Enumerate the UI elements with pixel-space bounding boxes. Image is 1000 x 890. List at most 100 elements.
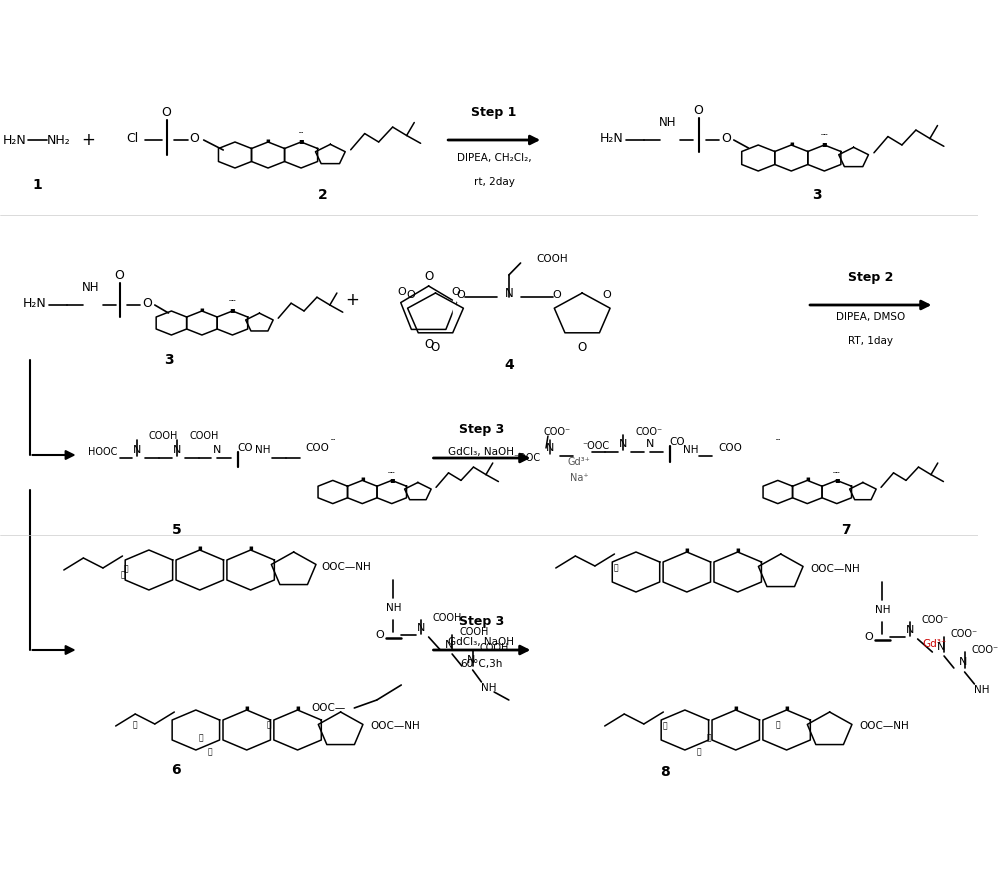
Text: ⫶: ⫶ xyxy=(123,564,128,573)
Text: ▪: ▪ xyxy=(733,705,738,711)
Text: N: N xyxy=(906,625,914,635)
Text: COO⁻: COO⁻ xyxy=(971,645,999,655)
Text: ⫶: ⫶ xyxy=(775,721,780,730)
Text: COOH: COOH xyxy=(536,254,568,264)
Text: ⫶: ⫶ xyxy=(207,748,212,756)
Text: N: N xyxy=(173,445,181,455)
Text: NH: NH xyxy=(659,116,676,128)
Text: ▪: ▪ xyxy=(784,705,789,711)
Text: 7: 7 xyxy=(841,523,851,537)
Text: NH: NH xyxy=(386,603,401,613)
Text: O: O xyxy=(456,290,465,300)
Text: N: N xyxy=(619,439,627,449)
Text: 3: 3 xyxy=(164,353,173,367)
Text: HOOC: HOOC xyxy=(88,447,118,457)
Text: ▪: ▪ xyxy=(244,705,249,711)
Text: rt, 2day: rt, 2day xyxy=(474,177,515,187)
Text: ▪: ▪ xyxy=(266,138,270,143)
Text: Step 2: Step 2 xyxy=(848,271,893,284)
Text: GdCl₃, NaOH: GdCl₃, NaOH xyxy=(448,447,514,457)
Text: N: N xyxy=(213,445,222,455)
Text: ⫶: ⫶ xyxy=(707,733,712,742)
Text: 2: 2 xyxy=(318,188,328,202)
Text: ╌: ╌ xyxy=(331,437,335,443)
Text: N: N xyxy=(133,445,141,455)
Text: COO: COO xyxy=(718,443,742,453)
Text: 5: 5 xyxy=(171,523,181,537)
Text: N: N xyxy=(417,623,425,633)
Text: ⫶: ⫶ xyxy=(614,563,619,572)
Text: O: O xyxy=(578,341,587,353)
Text: ▪: ▪ xyxy=(248,545,253,551)
Text: CO: CO xyxy=(237,443,253,453)
Text: O: O xyxy=(452,287,460,297)
Text: DIPEA, DMSO: DIPEA, DMSO xyxy=(836,312,905,322)
Text: COOH: COOH xyxy=(149,431,178,441)
Text: ▪: ▪ xyxy=(197,545,202,551)
Text: DIPEA, CH₂Cl₂,: DIPEA, CH₂Cl₂, xyxy=(457,153,531,163)
Text: O: O xyxy=(553,290,562,300)
Text: NH: NH xyxy=(81,280,99,294)
Text: N: N xyxy=(645,439,654,449)
Text: H₂N: H₂N xyxy=(3,134,27,147)
Text: Cl: Cl xyxy=(126,132,138,144)
Text: RT, 1day: RT, 1day xyxy=(848,336,893,346)
Text: N: N xyxy=(937,642,946,652)
Text: NH: NH xyxy=(255,445,270,455)
Text: OOC—NH: OOC—NH xyxy=(321,562,371,572)
Text: ⫶: ⫶ xyxy=(267,721,272,730)
Text: 3: 3 xyxy=(812,188,822,202)
Text: NH: NH xyxy=(974,685,990,695)
Text: O: O xyxy=(397,287,406,297)
Text: 8: 8 xyxy=(660,765,670,779)
Text: NH₂: NH₂ xyxy=(47,134,71,147)
Text: OOC—NH: OOC—NH xyxy=(370,721,420,731)
Text: 6: 6 xyxy=(171,763,181,777)
Text: COO⁻: COO⁻ xyxy=(922,615,949,625)
Text: N: N xyxy=(467,655,475,665)
Text: ⫶: ⫶ xyxy=(696,748,701,756)
Text: O: O xyxy=(142,296,152,310)
Text: COOH: COOH xyxy=(460,627,489,637)
Text: O: O xyxy=(721,132,731,144)
Text: ▪: ▪ xyxy=(789,141,794,147)
Text: O: O xyxy=(162,106,171,118)
Text: O: O xyxy=(115,269,125,281)
Text: O: O xyxy=(603,290,612,300)
Text: +: + xyxy=(81,131,95,149)
Text: ╌╌: ╌╌ xyxy=(229,299,236,304)
Text: ╌: ╌ xyxy=(299,130,303,135)
Text: N: N xyxy=(959,657,967,667)
Text: Gd³⁺: Gd³⁺ xyxy=(568,457,591,467)
Text: COO: COO xyxy=(305,443,329,453)
Text: 60°C,3h: 60°C,3h xyxy=(460,659,503,669)
Text: NH: NH xyxy=(683,445,698,455)
Text: ╌╌: ╌╌ xyxy=(833,471,841,476)
Text: ⫶: ⫶ xyxy=(198,733,203,742)
Text: ⫶: ⫶ xyxy=(133,721,138,730)
Text: COO⁻: COO⁻ xyxy=(951,629,978,639)
Text: ⁻OOC: ⁻OOC xyxy=(582,441,609,451)
Text: GdCl₃, NaOH: GdCl₃, NaOH xyxy=(448,637,514,647)
Text: O: O xyxy=(431,341,440,353)
Text: ▪: ▪ xyxy=(389,474,395,484)
Text: COO⁻: COO⁻ xyxy=(543,427,570,437)
Text: OOC—NH: OOC—NH xyxy=(810,564,860,574)
Text: ╌╌: ╌╌ xyxy=(821,134,828,138)
Text: Step 3: Step 3 xyxy=(459,424,504,436)
Text: NH: NH xyxy=(875,605,890,615)
Text: N: N xyxy=(546,443,554,453)
Text: ▪: ▪ xyxy=(805,476,810,482)
Text: NH: NH xyxy=(481,683,497,693)
Text: ╌╌: ╌╌ xyxy=(388,471,396,476)
Text: O: O xyxy=(424,337,433,351)
Text: N: N xyxy=(504,287,513,300)
Text: Na⁺: Na⁺ xyxy=(570,473,589,483)
Text: ▪: ▪ xyxy=(834,474,840,484)
Text: ▪: ▪ xyxy=(298,136,304,145)
Text: N: N xyxy=(445,640,454,650)
Text: COOH: COOH xyxy=(433,613,462,623)
Text: Step 1: Step 1 xyxy=(471,106,517,118)
Text: O: O xyxy=(694,103,704,117)
Text: COOH: COOH xyxy=(189,431,218,441)
